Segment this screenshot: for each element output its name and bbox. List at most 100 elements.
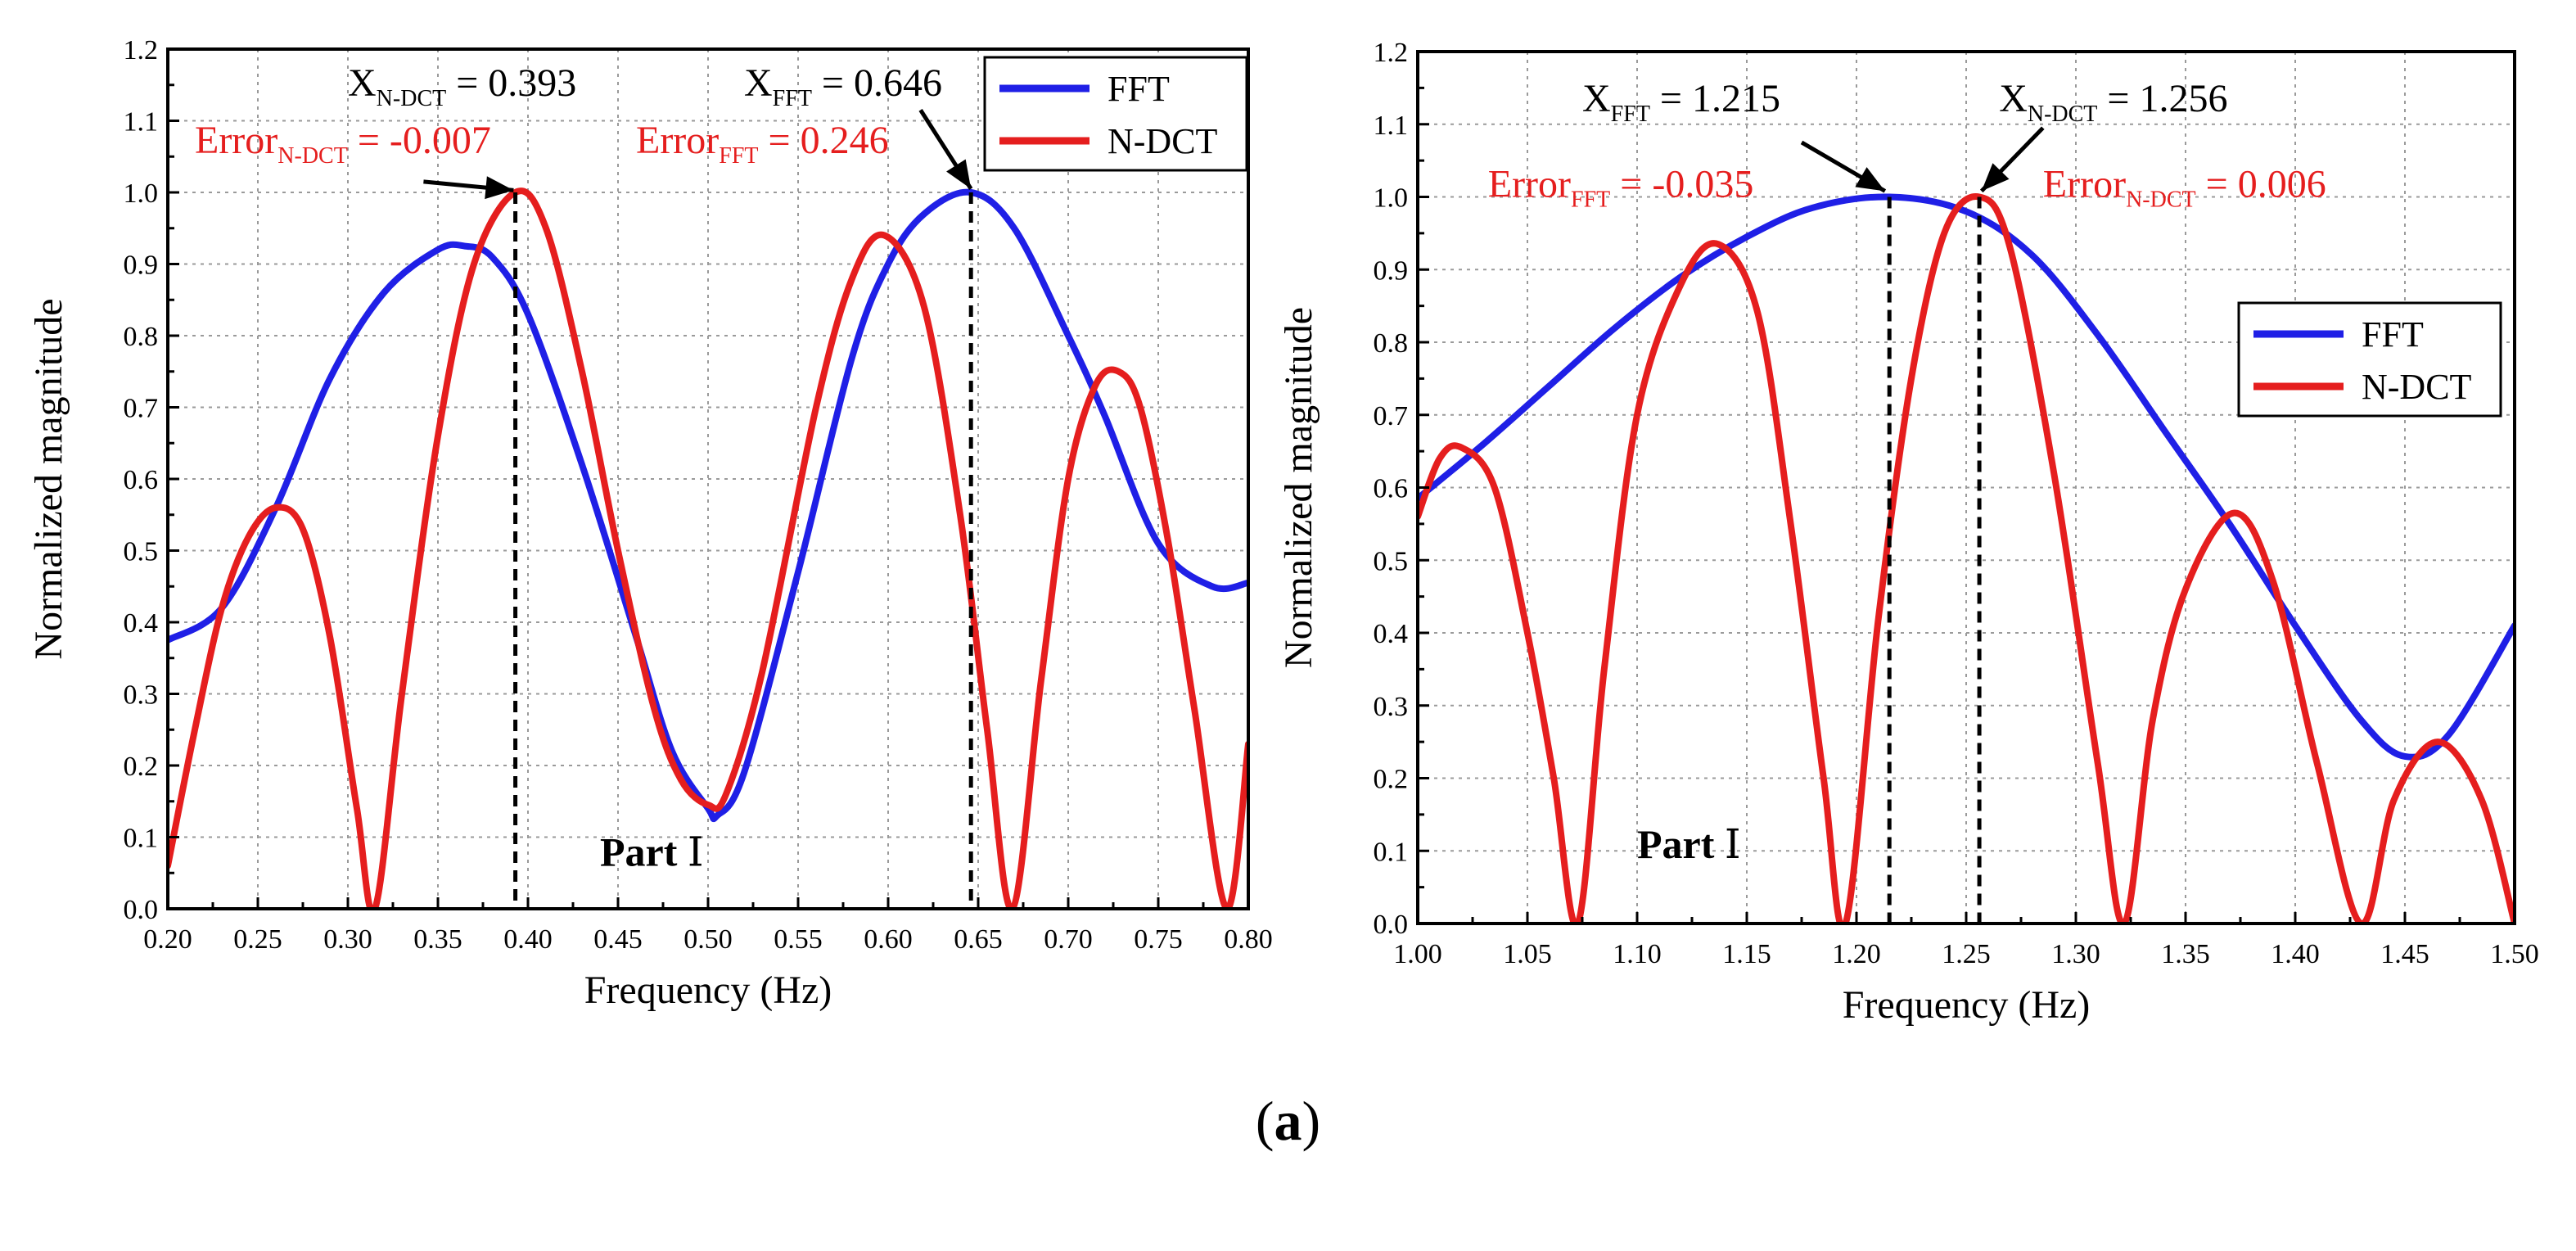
y-tick-label: 0.2: [1374, 765, 1409, 795]
grid-lines: [1418, 52, 2515, 924]
x-tick-label: 0.80: [1224, 924, 1273, 955]
x-tick-label: 1.45: [2380, 939, 2429, 969]
x-tick-label: 1.15: [1722, 939, 1771, 969]
y-tick-label: 0.6: [1374, 474, 1409, 504]
y-tick-label: 0.4: [1374, 619, 1409, 649]
error-annotation: ErrorN-DCT = -0.007: [195, 119, 491, 169]
annotation-main: Error: [1488, 163, 1571, 206]
error-annotation: ErrorFFT = -0.035: [1488, 163, 1754, 213]
series-line-fft: [168, 188, 1248, 823]
y-tick-label: 0.8: [124, 322, 159, 352]
part-label: Part Ⅰ: [1637, 821, 1741, 867]
figure-label: a: [1274, 1090, 1302, 1152]
x-tick-label: 0.20: [143, 924, 192, 955]
annotation-subscript: FFT: [773, 86, 812, 111]
chart-1: 0.20 0.25 0.30 0.35 0.40 0.45 0.50 0.55 0.60 0.65…: [27, 35, 1273, 1012]
series-line-n-dct: [1418, 193, 2515, 924]
y-tick-label: 0.2: [124, 752, 159, 782]
annotation-subscript: FFT: [1611, 102, 1650, 127]
y-tick-label: 0.0: [124, 895, 159, 925]
x-tick-label: 0.25: [233, 924, 282, 955]
error-annotation: ErrorN-DCT = 0.006: [2043, 163, 2326, 213]
y-tick-label: 1.0: [124, 178, 159, 209]
annotation-main: X: [1999, 77, 2028, 120]
y-tick-label: 0.9: [124, 251, 159, 281]
annotation-value: = -0.007: [348, 119, 491, 162]
y-axis-label: Normalized magnitude: [27, 298, 70, 659]
error-annotation: ErrorFFT = 0.246: [636, 119, 889, 169]
peak-annotation: XN-DCT = 1.256: [1999, 77, 2227, 127]
y-tick-label: 1.1: [124, 107, 159, 138]
y-tick-label: 0.0: [1374, 910, 1409, 940]
annotation-value: = 0.006: [2196, 163, 2326, 206]
part-label: Part Ⅰ: [600, 829, 704, 875]
y-axis-label: Normalized magnitude: [1277, 307, 1320, 668]
x-tick-label: 1.20: [1832, 939, 1881, 969]
y-tick-label: 0.9: [1374, 255, 1409, 286]
x-tick-label: 1.00: [1393, 939, 1442, 969]
annotation-main: X: [348, 61, 377, 105]
annotation-value: = 1.215: [1650, 77, 1780, 120]
y-tick-label: 0.8: [1374, 328, 1409, 359]
legend-label-n-dct: N-DCT: [1108, 121, 1218, 161]
legend-label-fft: FFT: [2362, 314, 2424, 355]
annotation-arrow-head: [1855, 167, 1885, 192]
annotation-subscript: N-DCT: [2126, 187, 2196, 213]
x-tick-label: 1.30: [2051, 939, 2100, 969]
annotation-main: Error: [195, 119, 277, 162]
part-label-text: Part: [600, 829, 688, 875]
grid-lines: [168, 49, 1248, 909]
annotation-subscript: FFT: [719, 143, 758, 169]
annotation-arrow-head: [1981, 163, 2010, 192]
peak-annotation: XFFT = 1.215: [1582, 77, 1780, 127]
series-line-n-dct: [168, 187, 1248, 909]
x-tick-label: 0.75: [1134, 924, 1183, 955]
x-axis-label: Frequency (Hz): [584, 969, 832, 1012]
annotation-main: Error: [636, 119, 719, 162]
x-tick-label: 0.45: [593, 924, 643, 955]
y-tick-label: 0.3: [1374, 692, 1409, 722]
x-axis-label: Frequency (Hz): [1843, 983, 2091, 1027]
x-tick-label: 1.40: [2271, 939, 2320, 969]
x-tick-label: 1.05: [1503, 939, 1552, 969]
part-label-text: Part: [1637, 821, 1725, 867]
x-tick-label: 0.55: [774, 924, 823, 955]
peak-annotation: XN-DCT = 0.393: [348, 61, 576, 111]
legend: FFT N-DCT: [983, 56, 1248, 172]
x-tick-label: 0.30: [323, 924, 372, 955]
x-tick-label: 1.50: [2490, 939, 2539, 969]
chart-2: 1.00 1.05 1.10 1.15 1.20 1.25 1.30 1.35 1.40 1.45…: [1277, 38, 2539, 1027]
x-tick-label: 0.40: [503, 924, 553, 955]
y-tick-label: 0.5: [124, 537, 159, 567]
part-label-numeral: Ⅰ: [688, 829, 704, 875]
y-tick-label: 0.3: [124, 680, 159, 711]
annotation-main: Error: [2043, 163, 2126, 206]
y-tick-label: 0.4: [124, 608, 159, 639]
annotation-value: = 0.393: [446, 61, 576, 105]
legend-label-n-dct: N-DCT: [2362, 367, 2472, 407]
annotation-value: = -0.035: [1610, 163, 1753, 206]
y-tick-label: 1.2: [1374, 38, 1409, 68]
y-tick-label: 0.7: [124, 394, 159, 424]
y-tick-label: 0.6: [124, 465, 159, 495]
legend-box: [2237, 301, 2502, 418]
annotation-arrow-head: [946, 159, 972, 189]
legend: FFT N-DCT: [2237, 301, 2502, 418]
annotation-subscript: FFT: [1571, 187, 1610, 213]
annotation-subscript: N-DCT: [2028, 102, 2098, 127]
annotation-subscript: N-DCT: [377, 86, 447, 111]
x-tick-label: 0.35: [413, 924, 462, 955]
annotation-value: = 0.646: [812, 61, 942, 105]
y-tick-label: 0.1: [1374, 837, 1409, 867]
y-tick-label: 1.2: [124, 35, 159, 65]
y-tick-label: 0.1: [124, 824, 159, 854]
x-tick-label: 1.25: [1942, 939, 1991, 969]
legend-label-fft: FFT: [1108, 69, 1170, 109]
x-tick-label: 1.10: [1613, 939, 1662, 969]
peak-annotation: XFFT = 0.646: [744, 61, 942, 111]
annotation-main: X: [1582, 77, 1611, 120]
x-tick-label: 0.60: [864, 924, 913, 955]
series-line-fft: [1418, 193, 2515, 761]
